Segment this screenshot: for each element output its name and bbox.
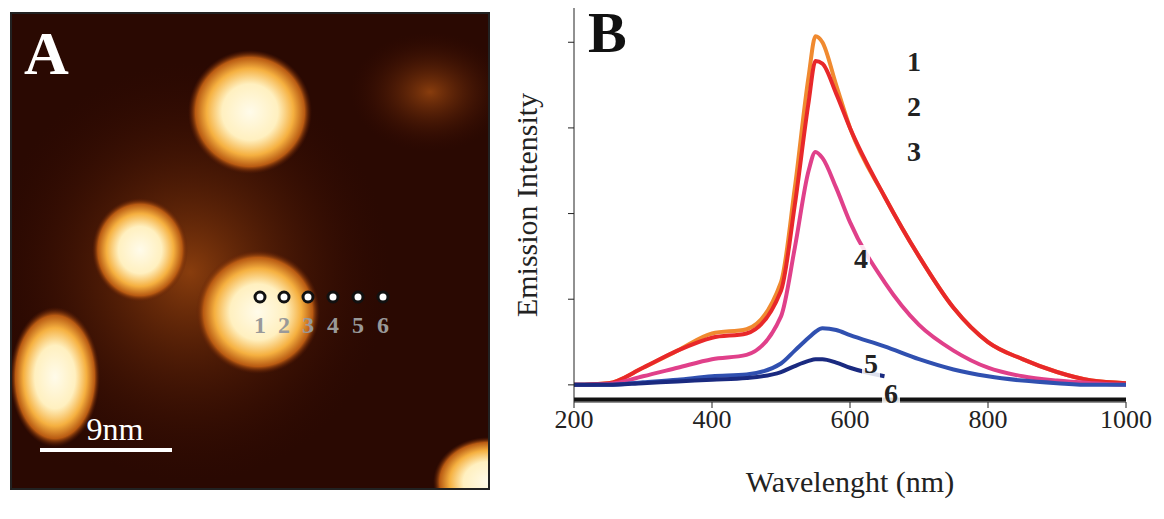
svg-text:2: 2 (278, 312, 290, 338)
svg-text:5: 5 (352, 312, 364, 338)
svg-text:Emission Intensity: Emission Intensity (510, 93, 543, 317)
svg-text:A: A (24, 19, 69, 87)
html-text:2: 2 (907, 91, 921, 122)
svg-text:4: 4 (327, 312, 339, 338)
svg-text:1: 1 (254, 312, 266, 338)
svg-text:3: 3 (302, 312, 314, 338)
svg-text:1000: 1000 (1100, 405, 1152, 434)
svg-text:200: 200 (555, 405, 594, 434)
html-text:6: 6 (884, 378, 898, 409)
svg-text:9nm: 9nm (87, 411, 144, 447)
html-text:3: 3 (907, 136, 921, 167)
svg-text:Wavelenght (nm): Wavelenght (nm) (746, 465, 954, 499)
html-text:5: 5 (864, 348, 878, 379)
svg-text:400: 400 (693, 405, 732, 434)
html-text:4: 4 (854, 243, 868, 274)
svg-text:6: 6 (377, 312, 389, 338)
html-text:1: 1 (907, 46, 921, 77)
svg-text:800: 800 (969, 405, 1008, 434)
svg-text:600: 600 (831, 405, 870, 434)
html-text:B: B (588, 0, 627, 65)
